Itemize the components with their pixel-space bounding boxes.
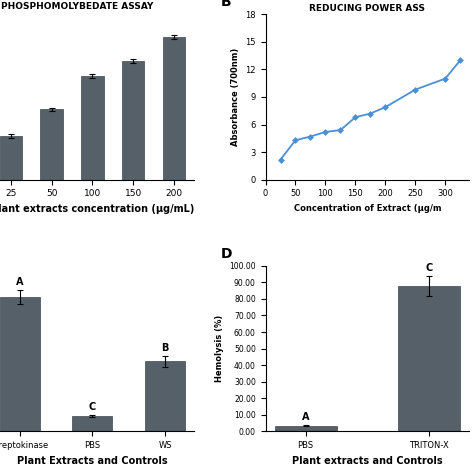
Text: A: A bbox=[302, 412, 310, 422]
Bar bbox=[40, 109, 63, 180]
Bar bbox=[145, 362, 185, 431]
Title: REDUCING POWER ASS: REDUCING POWER ASS bbox=[310, 4, 425, 13]
Bar bbox=[275, 426, 337, 431]
Y-axis label: Hemolysis (%): Hemolysis (%) bbox=[215, 315, 224, 382]
Y-axis label: Absorbance (700nm): Absorbance (700nm) bbox=[231, 48, 240, 146]
X-axis label: Plant extracts and Controls: Plant extracts and Controls bbox=[292, 456, 443, 465]
X-axis label: Plant extracts concentration (μg/mL): Plant extracts concentration (μg/mL) bbox=[0, 204, 194, 214]
X-axis label: Concentration of Extract (μg/m: Concentration of Extract (μg/m bbox=[294, 204, 441, 213]
Bar bbox=[0, 137, 22, 180]
Bar bbox=[0, 297, 40, 431]
Bar bbox=[122, 61, 144, 180]
Bar bbox=[163, 37, 185, 180]
Bar bbox=[73, 416, 112, 431]
Text: B: B bbox=[221, 0, 231, 9]
Text: C: C bbox=[426, 263, 433, 273]
Text: A: A bbox=[16, 277, 24, 287]
X-axis label: Plant Extracts and Controls: Plant Extracts and Controls bbox=[17, 456, 168, 465]
Text: D: D bbox=[221, 246, 232, 261]
Text: PHOSPHOMOLYBEDATE ASSAY: PHOSPHOMOLYBEDATE ASSAY bbox=[0, 2, 153, 10]
Bar bbox=[81, 76, 104, 180]
Bar bbox=[398, 286, 460, 431]
Text: C: C bbox=[89, 402, 96, 412]
Text: B: B bbox=[161, 343, 169, 353]
